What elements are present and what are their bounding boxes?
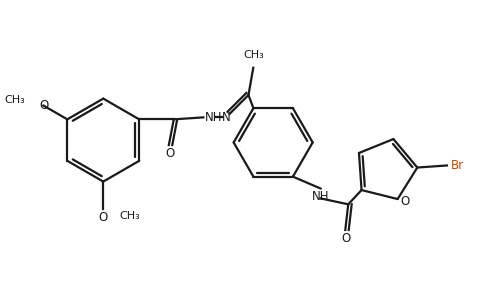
Text: O: O	[99, 211, 108, 224]
Text: O: O	[342, 232, 351, 245]
Text: O: O	[40, 99, 49, 112]
Text: CH₃: CH₃	[119, 211, 140, 221]
Text: CH₃: CH₃	[243, 50, 264, 60]
Text: O: O	[165, 148, 174, 160]
Text: N: N	[222, 111, 230, 124]
Text: Br: Br	[451, 159, 464, 172]
Text: NH: NH	[312, 191, 329, 204]
Text: CH₃: CH₃	[5, 95, 26, 105]
Text: O: O	[401, 194, 410, 207]
Text: NH: NH	[204, 111, 222, 124]
